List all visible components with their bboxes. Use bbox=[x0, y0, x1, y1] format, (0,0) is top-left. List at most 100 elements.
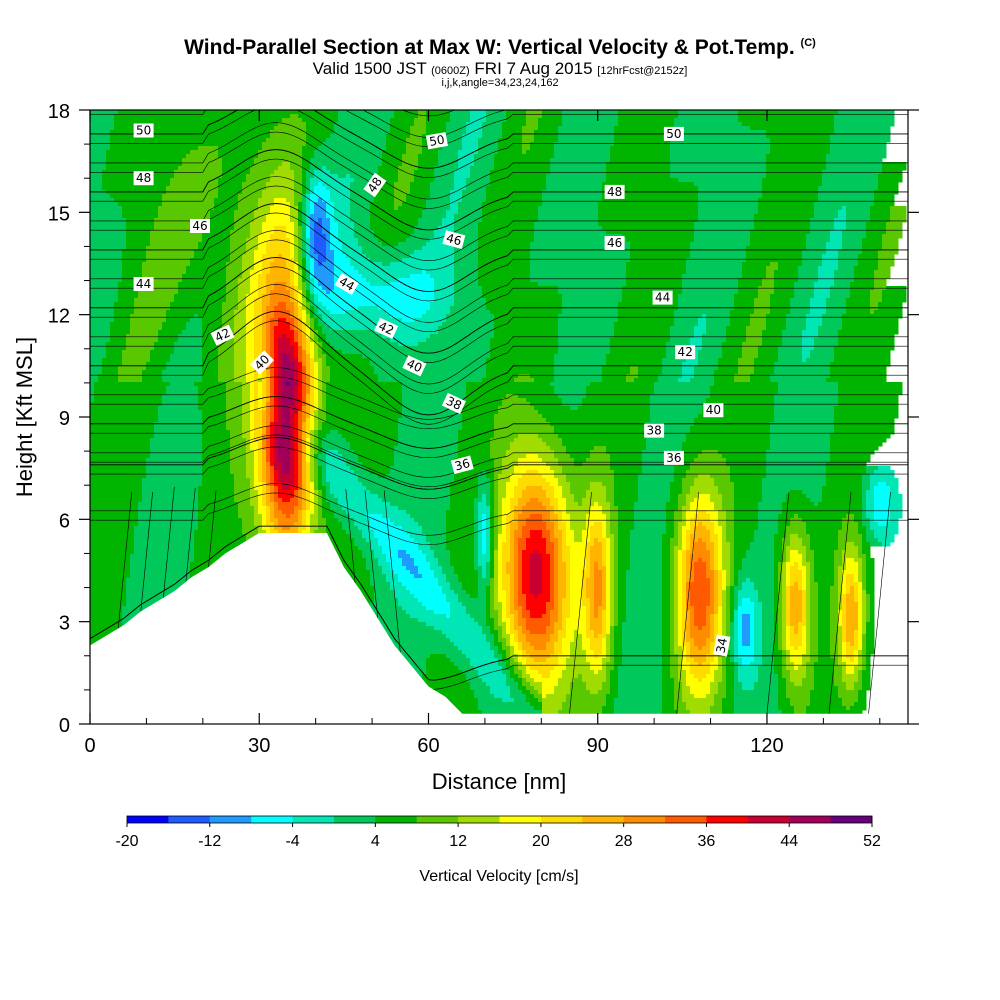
w-cell bbox=[826, 378, 887, 383]
w-cell bbox=[322, 390, 327, 395]
w-cell bbox=[746, 578, 751, 583]
w-cell bbox=[662, 366, 683, 371]
w-cell bbox=[742, 122, 835, 127]
w-cell bbox=[606, 558, 611, 563]
w-cell bbox=[370, 518, 391, 523]
w-cell bbox=[866, 594, 871, 599]
w-cell bbox=[322, 498, 327, 503]
w-cell bbox=[694, 546, 707, 551]
w-cell bbox=[662, 362, 683, 367]
w-cell bbox=[146, 250, 195, 255]
w-cell bbox=[614, 322, 675, 327]
w-cell bbox=[862, 582, 867, 587]
w-cell bbox=[322, 370, 331, 375]
w-cell bbox=[778, 582, 783, 587]
w-cell bbox=[378, 562, 391, 567]
w-cell bbox=[302, 218, 307, 223]
w-cell bbox=[402, 318, 415, 323]
w-cell bbox=[310, 218, 319, 223]
w-cell bbox=[570, 406, 579, 411]
w-cell bbox=[230, 438, 247, 443]
w-cell bbox=[490, 450, 507, 455]
w-cell bbox=[538, 126, 559, 131]
w-cell bbox=[502, 546, 511, 551]
w-cell bbox=[694, 238, 751, 243]
w-cell bbox=[262, 378, 267, 383]
w-cell bbox=[502, 518, 507, 523]
w-cell bbox=[234, 322, 247, 327]
w-cell bbox=[226, 298, 239, 303]
w-cell bbox=[818, 334, 839, 339]
w-cell bbox=[334, 270, 359, 275]
w-cell bbox=[698, 214, 755, 219]
w-cell bbox=[514, 514, 519, 519]
w-cell bbox=[734, 482, 763, 487]
w-cell bbox=[266, 446, 271, 451]
w-cell bbox=[262, 142, 307, 147]
w-cell bbox=[454, 182, 467, 187]
w-cell bbox=[270, 290, 291, 295]
w-cell bbox=[542, 486, 555, 491]
w-cell bbox=[294, 394, 299, 399]
w-cell bbox=[830, 238, 843, 243]
w-cell bbox=[382, 334, 431, 339]
w-cell bbox=[846, 566, 859, 571]
w-cell bbox=[274, 406, 279, 411]
w-cell bbox=[322, 230, 331, 235]
w-cell bbox=[694, 418, 775, 423]
w-cell bbox=[814, 562, 835, 567]
w-cell bbox=[450, 494, 479, 499]
w-cell bbox=[502, 602, 507, 607]
w-cell bbox=[774, 574, 779, 579]
w-cell bbox=[858, 578, 863, 583]
w-cell bbox=[266, 458, 271, 463]
w-cell bbox=[742, 350, 759, 355]
w-cell bbox=[870, 290, 883, 295]
w-cell bbox=[862, 522, 871, 527]
w-cell bbox=[722, 538, 727, 543]
w-cell bbox=[310, 506, 315, 511]
w-cell bbox=[766, 454, 831, 459]
w-cell bbox=[734, 558, 743, 563]
w-cell bbox=[586, 394, 651, 399]
w-cell bbox=[230, 470, 247, 475]
w-cell bbox=[90, 558, 131, 563]
w-cell bbox=[298, 262, 303, 267]
w-cell bbox=[246, 374, 255, 379]
w-cell bbox=[454, 178, 467, 183]
w-cell bbox=[270, 426, 275, 431]
w-cell bbox=[270, 466, 275, 471]
w-cell bbox=[318, 334, 327, 339]
w-cell bbox=[314, 318, 319, 323]
w-cell bbox=[418, 222, 443, 227]
w-cell bbox=[490, 546, 495, 551]
w-cell bbox=[274, 338, 279, 343]
w-cell bbox=[458, 150, 479, 155]
w-cell bbox=[538, 118, 563, 123]
w-cell bbox=[162, 194, 219, 199]
w-cell bbox=[350, 210, 371, 215]
w-cell bbox=[750, 578, 775, 583]
w-cell bbox=[90, 282, 119, 287]
w-cell bbox=[762, 186, 819, 191]
w-cell bbox=[302, 474, 307, 479]
w-cell bbox=[330, 430, 339, 435]
w-cell bbox=[682, 578, 687, 583]
w-cell bbox=[710, 554, 715, 559]
w-cell bbox=[90, 530, 135, 535]
w-cell bbox=[694, 458, 727, 463]
w-cell bbox=[718, 522, 727, 527]
w-cell bbox=[422, 526, 447, 531]
w-cell bbox=[294, 490, 299, 495]
w-cell bbox=[314, 314, 323, 319]
w-cell bbox=[806, 326, 819, 331]
w-cell bbox=[738, 278, 763, 283]
w-cell bbox=[778, 570, 783, 575]
w-cell bbox=[494, 494, 499, 499]
w-cell bbox=[242, 414, 251, 419]
w-cell bbox=[878, 254, 895, 259]
w-cell bbox=[818, 274, 835, 279]
w-cell bbox=[762, 490, 791, 495]
w-cell bbox=[234, 314, 247, 319]
w-cell bbox=[290, 358, 299, 363]
